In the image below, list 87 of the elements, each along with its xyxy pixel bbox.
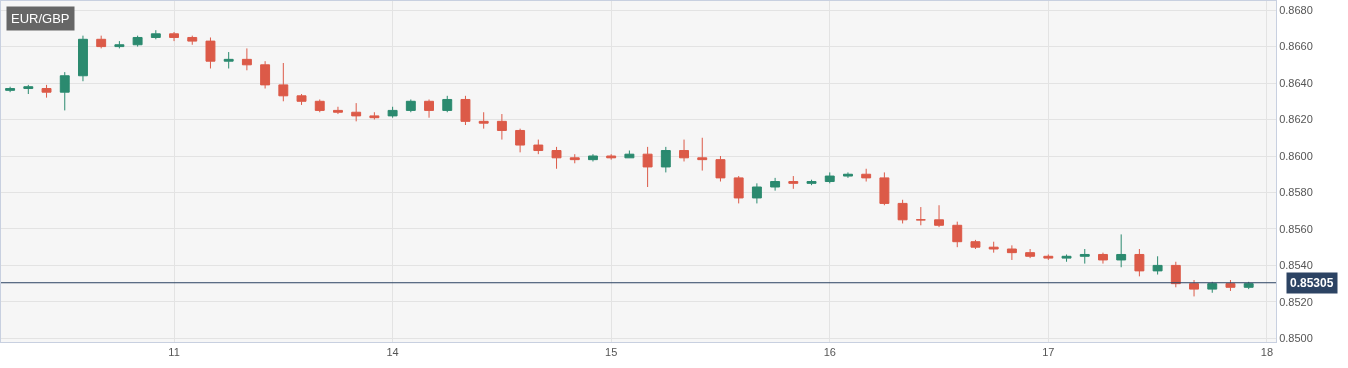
candlestick (59, 71, 70, 111)
candlestick (424, 98, 434, 119)
y-tick-label: 0.8500 (1279, 332, 1313, 345)
x-tick-label: 14 (386, 346, 399, 359)
y-tick-label: 0.8640 (1279, 76, 1313, 89)
candlestick (132, 35, 143, 48)
candlestick (679, 139, 689, 162)
candlestick (588, 153, 598, 162)
candlestick (569, 153, 580, 164)
candlestick (733, 175, 744, 204)
candlestick (824, 171, 835, 184)
candlestick (915, 206, 926, 226)
candlestick (205, 36, 216, 69)
candlestick (1098, 252, 1108, 265)
candlestick (150, 29, 161, 40)
y-tick-label: 0.8580 (1279, 186, 1313, 199)
x-tick-label: 18 (1260, 346, 1274, 359)
x-tick-label: 16 (823, 346, 836, 359)
candlestick (988, 241, 999, 254)
candlestick (660, 146, 671, 173)
candlestick (1207, 281, 1218, 294)
candlestick (934, 204, 944, 228)
text: EUR/GBP (11, 11, 70, 26)
candlestick (1170, 261, 1181, 288)
candlestick (1043, 253, 1054, 261)
candlestick (442, 95, 453, 113)
candlestick (751, 182, 762, 204)
candlestick (970, 239, 981, 250)
candlestick (624, 150, 635, 159)
x-tick-label: 11 (168, 346, 180, 359)
y-tick-label: 0.8600 (1279, 149, 1313, 162)
candlestick (861, 168, 872, 183)
candlestick (187, 35, 198, 46)
candlestick (952, 221, 963, 248)
candlestick (806, 179, 817, 186)
candlestick (879, 171, 890, 206)
y-tick-label: 0.8520 (1279, 295, 1313, 308)
candlestick (169, 31, 179, 42)
candlestick (78, 35, 88, 82)
y-tick-label: 0.8560 (1279, 222, 1313, 235)
ref-line-label: 0.85305 (1290, 276, 1334, 290)
candlestick (405, 98, 416, 113)
candlestick (1134, 248, 1145, 277)
x-tick-label: 15 (605, 346, 618, 359)
candlestick (41, 84, 52, 99)
y-tick-label: 0.8680 (1279, 3, 1313, 16)
candlestick (296, 93, 307, 106)
candlestick (1079, 248, 1090, 265)
y-tick-label: 0.8540 (1279, 259, 1313, 272)
candlestick (843, 171, 853, 179)
candlestick (5, 86, 16, 93)
candlestick (1152, 255, 1163, 276)
x-tick-label: 17 (1042, 346, 1055, 359)
candlestick (223, 51, 234, 69)
candlestick (1025, 248, 1036, 259)
candlestick (642, 146, 653, 188)
candlestick (897, 199, 908, 224)
candlestick (1225, 279, 1236, 292)
candlestick (241, 47, 252, 71)
y-tick-label: 0.8620 (1279, 113, 1313, 126)
candlestick (23, 84, 34, 95)
candlestick (333, 106, 343, 115)
candlestick (697, 137, 708, 172)
candlestick (387, 106, 398, 119)
candlestick (788, 175, 799, 190)
candlestick (96, 35, 107, 49)
candlestick (1006, 244, 1017, 261)
candlestick (770, 177, 781, 192)
candlestick (369, 111, 380, 121)
candlestick (1116, 233, 1127, 268)
candlestick (314, 98, 325, 113)
candlestick (551, 146, 562, 170)
candlestick (496, 113, 507, 141)
candlestick (278, 62, 289, 102)
candlestick (1061, 253, 1072, 263)
candlestick (478, 111, 489, 130)
candlestick (515, 128, 526, 153)
candlestick (533, 139, 544, 155)
candlestick (351, 102, 362, 122)
candlestick (260, 60, 271, 90)
candlestick (606, 153, 617, 161)
candlestick (460, 95, 471, 126)
candlestick (1189, 279, 1199, 297)
candlestick (1243, 281, 1254, 290)
candlestick (114, 40, 125, 49)
candlestick (715, 155, 726, 183)
y-tick-label: 0.8660 (1279, 40, 1313, 53)
